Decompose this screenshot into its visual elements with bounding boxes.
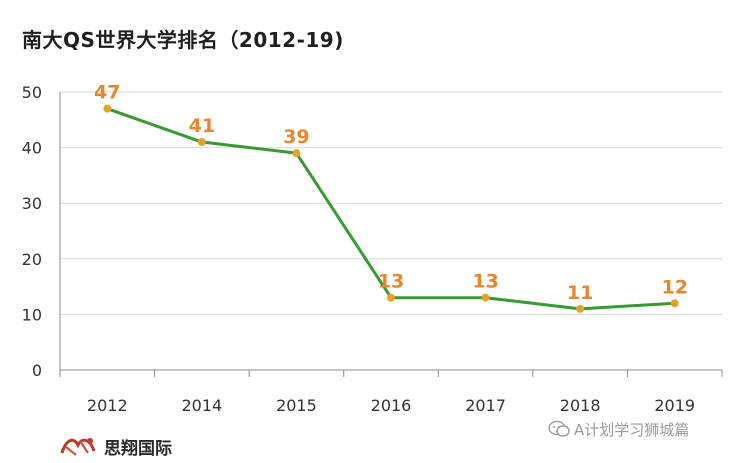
x-tick-label: 2017 bbox=[465, 396, 506, 415]
data-label: 13 bbox=[378, 271, 404, 293]
x-tick-labels: 2012 2014 2015 2016 2017 2018 2019 bbox=[87, 396, 695, 415]
brand-name: 思翔国际 bbox=[104, 438, 172, 459]
y-tick-label: 30 bbox=[22, 194, 42, 213]
y-tick-label: 50 bbox=[22, 83, 42, 102]
stamp-logo-icon bbox=[60, 438, 96, 456]
y-tick-labels: 0 10 20 30 40 50 bbox=[22, 83, 42, 380]
data-point bbox=[387, 293, 395, 302]
watermark: A计划学习狮城篇 bbox=[548, 418, 689, 440]
data-point bbox=[197, 138, 206, 147]
x-tick-label: 2016 bbox=[371, 396, 412, 415]
data-label: 11 bbox=[567, 282, 593, 304]
data-point bbox=[481, 293, 490, 302]
x-tick-label: 2018 bbox=[560, 396, 601, 415]
watermark-text: A计划学习狮城篇 bbox=[574, 420, 690, 439]
data-point bbox=[292, 149, 301, 158]
brand-logo: 思翔国际 bbox=[58, 433, 172, 459]
data-point bbox=[576, 304, 585, 313]
x-tick-label: 2012 bbox=[87, 396, 128, 415]
x-tick-label: 2019 bbox=[654, 396, 695, 415]
chart-title: 南大QS世界大学排名（2012-19) bbox=[22, 28, 344, 52]
y-tick-label: 0 bbox=[32, 361, 42, 380]
data-point bbox=[103, 104, 112, 113]
data-point bbox=[670, 299, 679, 308]
data-label: 39 bbox=[283, 126, 309, 148]
x-tick-label: 2015 bbox=[276, 396, 317, 415]
y-tick-label: 20 bbox=[22, 250, 42, 269]
data-label: 12 bbox=[661, 276, 687, 298]
gridlines bbox=[60, 91, 722, 315]
x-tick-label: 2014 bbox=[181, 396, 222, 415]
data-points bbox=[103, 104, 679, 313]
data-label: 41 bbox=[189, 115, 215, 137]
axes bbox=[59, 92, 723, 377]
data-label: 13 bbox=[472, 271, 498, 293]
wechat-icon bbox=[548, 420, 570, 437]
data-label: 47 bbox=[94, 82, 120, 104]
data-labels: 47 41 39 13 13 11 12 bbox=[94, 82, 688, 304]
y-tick-label: 10 bbox=[22, 305, 42, 324]
y-tick-label: 40 bbox=[22, 139, 42, 158]
